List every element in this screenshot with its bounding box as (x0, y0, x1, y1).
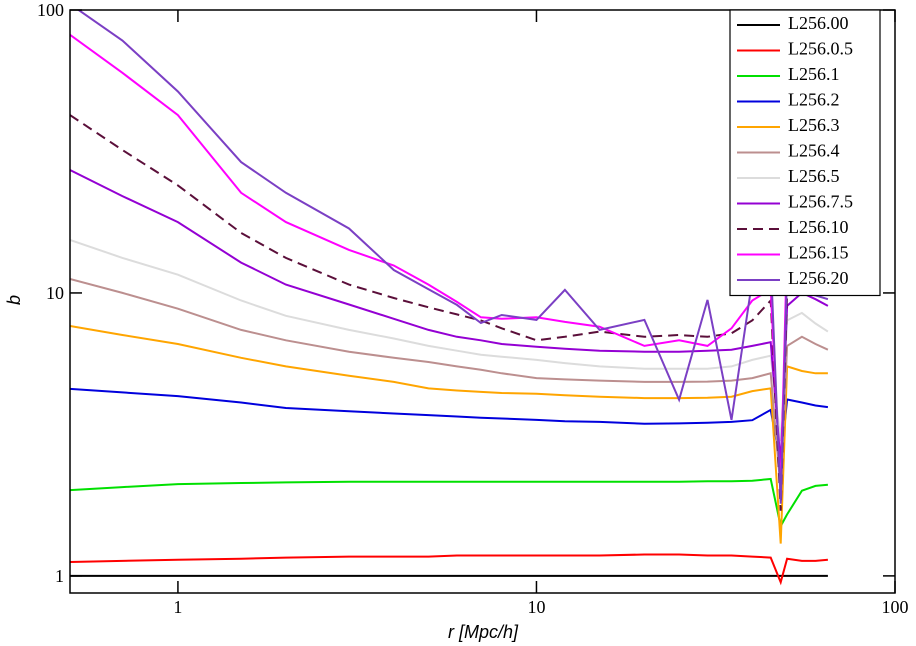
y-tick-label: 10 (46, 283, 64, 303)
y-axis-label: b (4, 295, 24, 305)
series-line (70, 278, 829, 491)
series-line (76, 10, 829, 504)
legend-label: L256.00 (788, 13, 849, 33)
legend-label: L256.20 (788, 268, 849, 288)
series-line (70, 477, 828, 529)
legend-label: L256.4 (788, 141, 840, 161)
x-axis-label: r [Mpc/h] (448, 622, 519, 642)
legend-label: L256.15 (788, 243, 849, 263)
series-line (70, 387, 829, 464)
y-tick-label: 100 (37, 0, 64, 20)
plot-frame (69, 9, 896, 594)
series-line (70, 325, 828, 544)
legend-label: L256.1 (788, 64, 840, 84)
legend-label: L256.7.5 (788, 192, 853, 212)
legend-label: L256.2 (788, 90, 840, 110)
legend-label: L256.3 (788, 115, 840, 135)
series-line (70, 114, 829, 511)
series-line (70, 169, 829, 464)
y-tick-label: 1 (55, 566, 64, 586)
x-tick-label: 1 (173, 597, 182, 617)
series-line (70, 553, 828, 586)
legend-label: L256.0.5 (788, 39, 853, 59)
legend-label: L256.10 (788, 217, 849, 237)
x-tick-label: 10 (527, 597, 545, 617)
x-tick-label: 100 (882, 597, 909, 617)
legend-label: L256.5 (788, 166, 840, 186)
plot-lines (70, 10, 829, 586)
